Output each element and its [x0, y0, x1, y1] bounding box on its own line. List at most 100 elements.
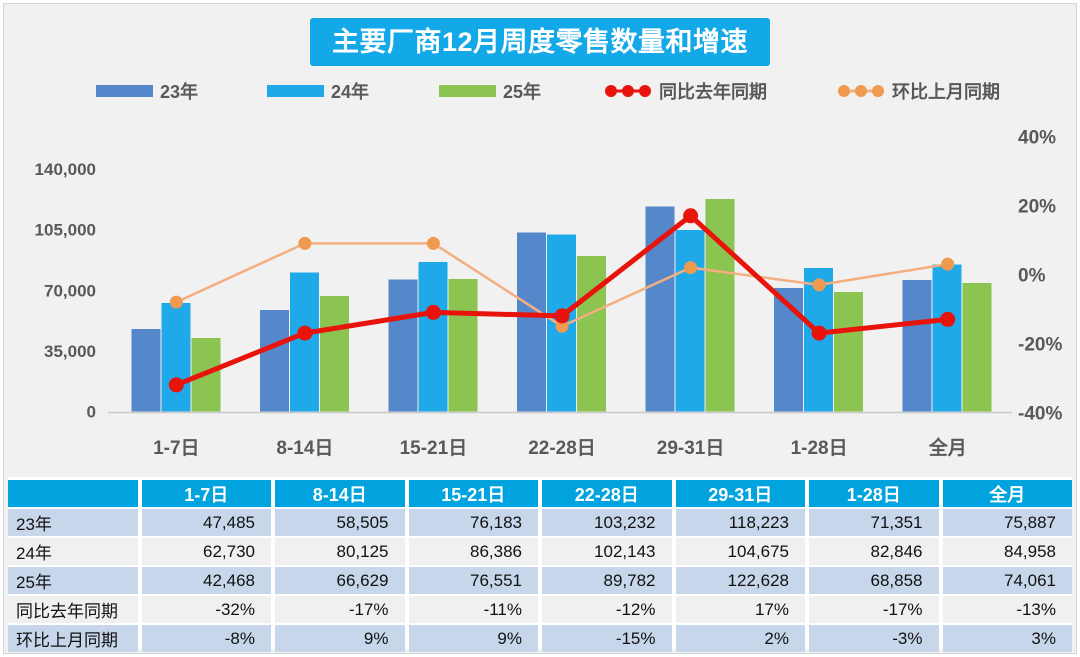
table-cell: 62,730	[141, 538, 271, 565]
line-marker	[940, 311, 956, 327]
table-row-label: 环比上月同期	[8, 625, 138, 652]
data-table-section: 1-7日 8-14日 15-21日 22-28日 29-31日 1-28日 全月 23年 47,…	[8, 477, 1072, 652]
legend-dot	[639, 85, 651, 97]
legend-dot	[872, 85, 884, 97]
line-marker	[297, 325, 313, 341]
legend-dot	[605, 85, 617, 97]
line-marker	[683, 208, 699, 224]
table-row-label: 23年	[8, 509, 138, 536]
legend-dot	[622, 85, 634, 97]
x-axis-labels: 1-7日 8-14日 15-21日 22-28日 29-31日 1-28日 全月	[153, 436, 967, 459]
data-table: 1-7日 8-14日 15-21日 22-28日 29-31日 1-28日 全月 23年 47,…	[8, 480, 1072, 652]
table-cell: 42,468	[141, 567, 271, 594]
line-同比去年同期	[168, 208, 956, 393]
table-cell: 71,351	[809, 509, 939, 536]
table-cell: 9%	[275, 625, 405, 652]
bar	[962, 283, 992, 412]
title-row: 主要厂商12月周度零售数量和增速	[4, 18, 1076, 66]
bar	[902, 280, 932, 412]
table-cell: 103,232	[542, 509, 672, 536]
table-cell: 68,858	[809, 567, 939, 594]
table-cell: -32%	[141, 596, 271, 623]
right-axis-tick: 20%	[1018, 197, 1056, 218]
legend-dot	[838, 85, 850, 97]
table-cell: 47,485	[141, 509, 271, 536]
line-marker	[554, 308, 570, 324]
legend-swatch	[96, 85, 153, 97]
table-row-label: 同比去年同期	[8, 596, 138, 623]
table-cell: 58,505	[275, 509, 405, 536]
line-marker	[812, 278, 826, 292]
bars-23年	[131, 206, 932, 412]
bar	[418, 261, 448, 412]
table-cell: 76,551	[408, 567, 538, 594]
legend-swatch	[267, 85, 324, 97]
legend-label: 25年	[503, 82, 542, 102]
x-axis-label: 22-28日	[528, 438, 596, 459]
bar	[289, 272, 319, 412]
legend-line-swatch	[605, 85, 651, 97]
table-cell: 89,782	[542, 567, 672, 594]
right-axis-tick: -40%	[1018, 404, 1062, 425]
table-cell: 17%	[675, 596, 805, 623]
table-cell: 122,628	[675, 567, 805, 594]
line-marker	[811, 325, 827, 341]
table-cell: -11%	[408, 596, 538, 623]
table-cell: 84,958	[942, 538, 1072, 565]
table-cell: 86,386	[408, 538, 538, 565]
line-marker	[169, 295, 183, 309]
legend-label: 环比上月同期	[892, 82, 1000, 102]
table-cell: -17%	[809, 596, 939, 623]
right-axis-tick: 40%	[1018, 128, 1056, 149]
bar	[448, 278, 478, 412]
legend-item-2: 25年	[439, 79, 541, 103]
line-marker	[684, 261, 698, 275]
chart-title: 主要厂商12月周度零售数量和增速	[309, 18, 771, 66]
legend-item-3: 同比去年同期	[604, 79, 767, 103]
table-cell: 118,223	[675, 509, 805, 536]
line-环比上月同期	[169, 236, 955, 333]
table-cell: 2%	[675, 625, 805, 652]
table-header-cell: 8-14日	[275, 480, 405, 507]
legend-label: 23年	[160, 82, 199, 102]
bar	[932, 264, 962, 412]
left-axis-tick: 0	[87, 403, 96, 422]
x-axis-label: 15-21日	[400, 438, 468, 459]
table-cell: -17%	[275, 596, 405, 623]
table-cell: 3%	[942, 625, 1072, 652]
table-row-label: 25年	[8, 567, 138, 594]
line-marker	[941, 257, 955, 271]
table-cell: 9%	[408, 625, 538, 652]
table-header-cell: 29-31日	[675, 480, 805, 507]
bar	[161, 302, 191, 412]
table-header-cell	[8, 480, 138, 507]
table-header-cell: 15-21日	[408, 480, 538, 507]
bar	[259, 310, 289, 412]
bars-25年	[191, 199, 992, 412]
left-axis-tick: 140,000	[35, 160, 96, 179]
bar	[388, 279, 418, 412]
chart-legend: 23年 24年 25年 同比去年同期 环比上月同期	[4, 79, 1076, 103]
right-axis-labels: -40% -20% 0% 20% 40%	[1018, 128, 1062, 425]
legend-item-1: 24年	[267, 79, 369, 103]
line-marker	[426, 236, 440, 250]
x-axis-label: 1-28日	[791, 438, 848, 459]
line-marker	[298, 236, 312, 250]
combo-chart: 0 35,000 70,000 105,000 140,000 -40% -20% 0% 20%…	[35, 128, 1063, 460]
legend-item-0: 23年	[96, 79, 198, 103]
table-cell: 102,143	[542, 538, 672, 565]
table-cell: 104,675	[675, 538, 805, 565]
table-cell: 80,125	[275, 538, 405, 565]
line-marker	[168, 377, 184, 393]
bar	[131, 329, 161, 412]
table-cell: -12%	[542, 596, 672, 623]
left-axis-labels: 0 35,000 70,000 105,000 140,000	[35, 160, 96, 422]
table-cell: 74,061	[942, 567, 1072, 594]
legend-item-4: 环比上月同期	[837, 79, 1000, 103]
legend-swatch	[439, 85, 496, 97]
left-axis-tick: 70,000	[44, 281, 96, 300]
bar	[675, 230, 705, 412]
table-cell: 75,887	[942, 509, 1072, 536]
table-header-cell: 22-28日	[542, 480, 672, 507]
